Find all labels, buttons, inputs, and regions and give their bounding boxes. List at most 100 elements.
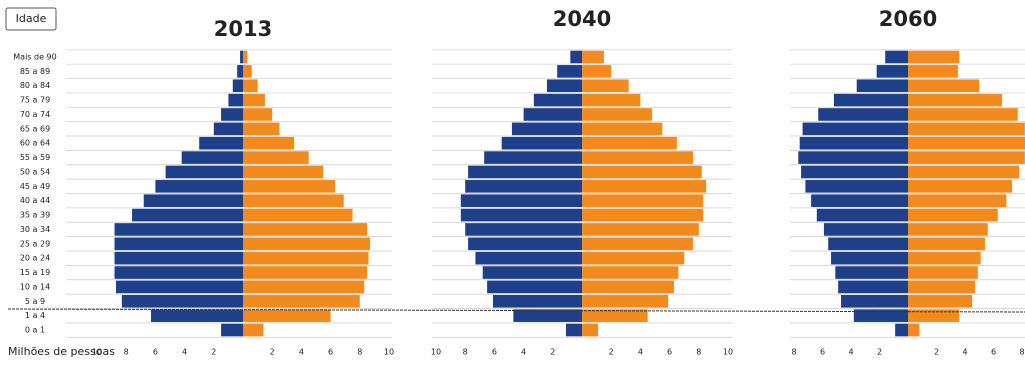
bar — [114, 266, 244, 279]
ylabel-box — [5, 7, 57, 31]
bar — [243, 180, 335, 193]
bar — [243, 165, 324, 179]
category-label: 80 a 84 — [20, 81, 50, 90]
bar — [565, 323, 582, 337]
bar — [908, 122, 1025, 136]
bar — [243, 294, 360, 308]
bar — [199, 136, 243, 150]
bar — [468, 165, 582, 179]
bar — [487, 280, 582, 294]
bar — [221, 108, 243, 121]
x-tick-label: 6 — [153, 348, 158, 357]
x-tick-label: 2 — [211, 348, 216, 357]
bar — [823, 223, 908, 236]
x-tick-label: 6 — [820, 348, 825, 357]
bar — [243, 266, 368, 279]
bar — [582, 323, 599, 337]
x-tick-label: 8 — [463, 348, 468, 357]
x-tick-label: 8 — [357, 348, 362, 357]
x-tick-label: 10 — [431, 348, 441, 357]
bar — [895, 323, 908, 337]
bar — [908, 294, 973, 308]
bar — [582, 165, 702, 179]
bar — [833, 93, 908, 107]
bar — [908, 251, 981, 265]
bar — [828, 237, 908, 251]
x-tick-label: 10 — [723, 348, 733, 357]
bar — [582, 136, 677, 150]
x-tick-label: 8 — [791, 348, 796, 357]
bar — [582, 65, 612, 78]
bar — [582, 79, 629, 93]
category-label: Mais de 90 — [13, 53, 56, 62]
bar — [908, 223, 988, 236]
category-label: 5 a 9 — [25, 297, 45, 306]
category-label: 30 a 34 — [20, 225, 50, 234]
bar — [582, 223, 699, 236]
bar — [243, 323, 264, 337]
bar — [465, 180, 582, 193]
x-tick-label: 2 — [877, 348, 882, 357]
horizon-line — [7, 308, 1025, 313]
bar — [121, 294, 243, 308]
bar — [582, 194, 704, 207]
bar — [475, 251, 582, 265]
x-tick-label: 2 — [934, 348, 939, 357]
bar — [570, 50, 582, 64]
bar — [838, 280, 908, 294]
x-tick-label: 4 — [299, 348, 304, 357]
bar — [468, 237, 582, 251]
x-tick-label: 4 — [182, 348, 187, 357]
x-axis-label: Milhões de pessoas — [8, 345, 115, 358]
bar — [213, 122, 243, 136]
x-tick-label: 8 — [1019, 348, 1024, 357]
category-label: 85 a 89 — [20, 67, 50, 76]
category-label: 70 a 74 — [20, 110, 50, 119]
bar — [243, 50, 248, 64]
bar — [460, 208, 582, 222]
bar — [221, 323, 243, 337]
bar — [582, 122, 663, 136]
bar — [802, 122, 908, 136]
category-label: 25 a 29 — [20, 239, 50, 248]
bar — [841, 294, 908, 308]
category-label: 35 a 39 — [20, 211, 50, 220]
bar — [885, 50, 908, 64]
category-label: 45 a 49 — [20, 182, 50, 191]
bar — [853, 309, 908, 322]
bar — [908, 266, 978, 279]
chart-title: 2040 — [553, 7, 611, 31]
bar — [582, 50, 604, 64]
bar — [501, 136, 582, 150]
bar — [511, 122, 582, 136]
x-tick-label: 4 — [848, 348, 853, 357]
bar — [835, 266, 908, 279]
bar — [243, 251, 369, 265]
bar — [557, 65, 582, 78]
bar — [243, 151, 309, 164]
x-tick-label: 4 — [962, 348, 967, 357]
x-tick-label: 10 — [384, 348, 394, 357]
bar — [799, 136, 908, 150]
bar — [181, 151, 243, 164]
bar — [816, 208, 908, 222]
category-label: 1 a 4 — [25, 311, 45, 320]
bar — [243, 237, 371, 251]
category-label: 0 a 1 — [25, 326, 45, 335]
bar — [523, 108, 582, 121]
x-tick-label: 2 — [550, 348, 555, 357]
bar — [232, 79, 243, 93]
bar — [876, 65, 908, 78]
bar — [582, 180, 707, 193]
bar — [240, 50, 243, 64]
bar — [908, 93, 1003, 107]
bar — [582, 237, 693, 251]
category-label: 10 a 14 — [20, 282, 50, 291]
category-label: 75 a 79 — [20, 96, 50, 105]
x-tick-label: 2 — [270, 348, 275, 357]
category-label: 65 a 69 — [20, 124, 50, 133]
bar — [243, 122, 280, 136]
bar — [115, 280, 243, 294]
category-label: 55 a 59 — [20, 153, 50, 162]
